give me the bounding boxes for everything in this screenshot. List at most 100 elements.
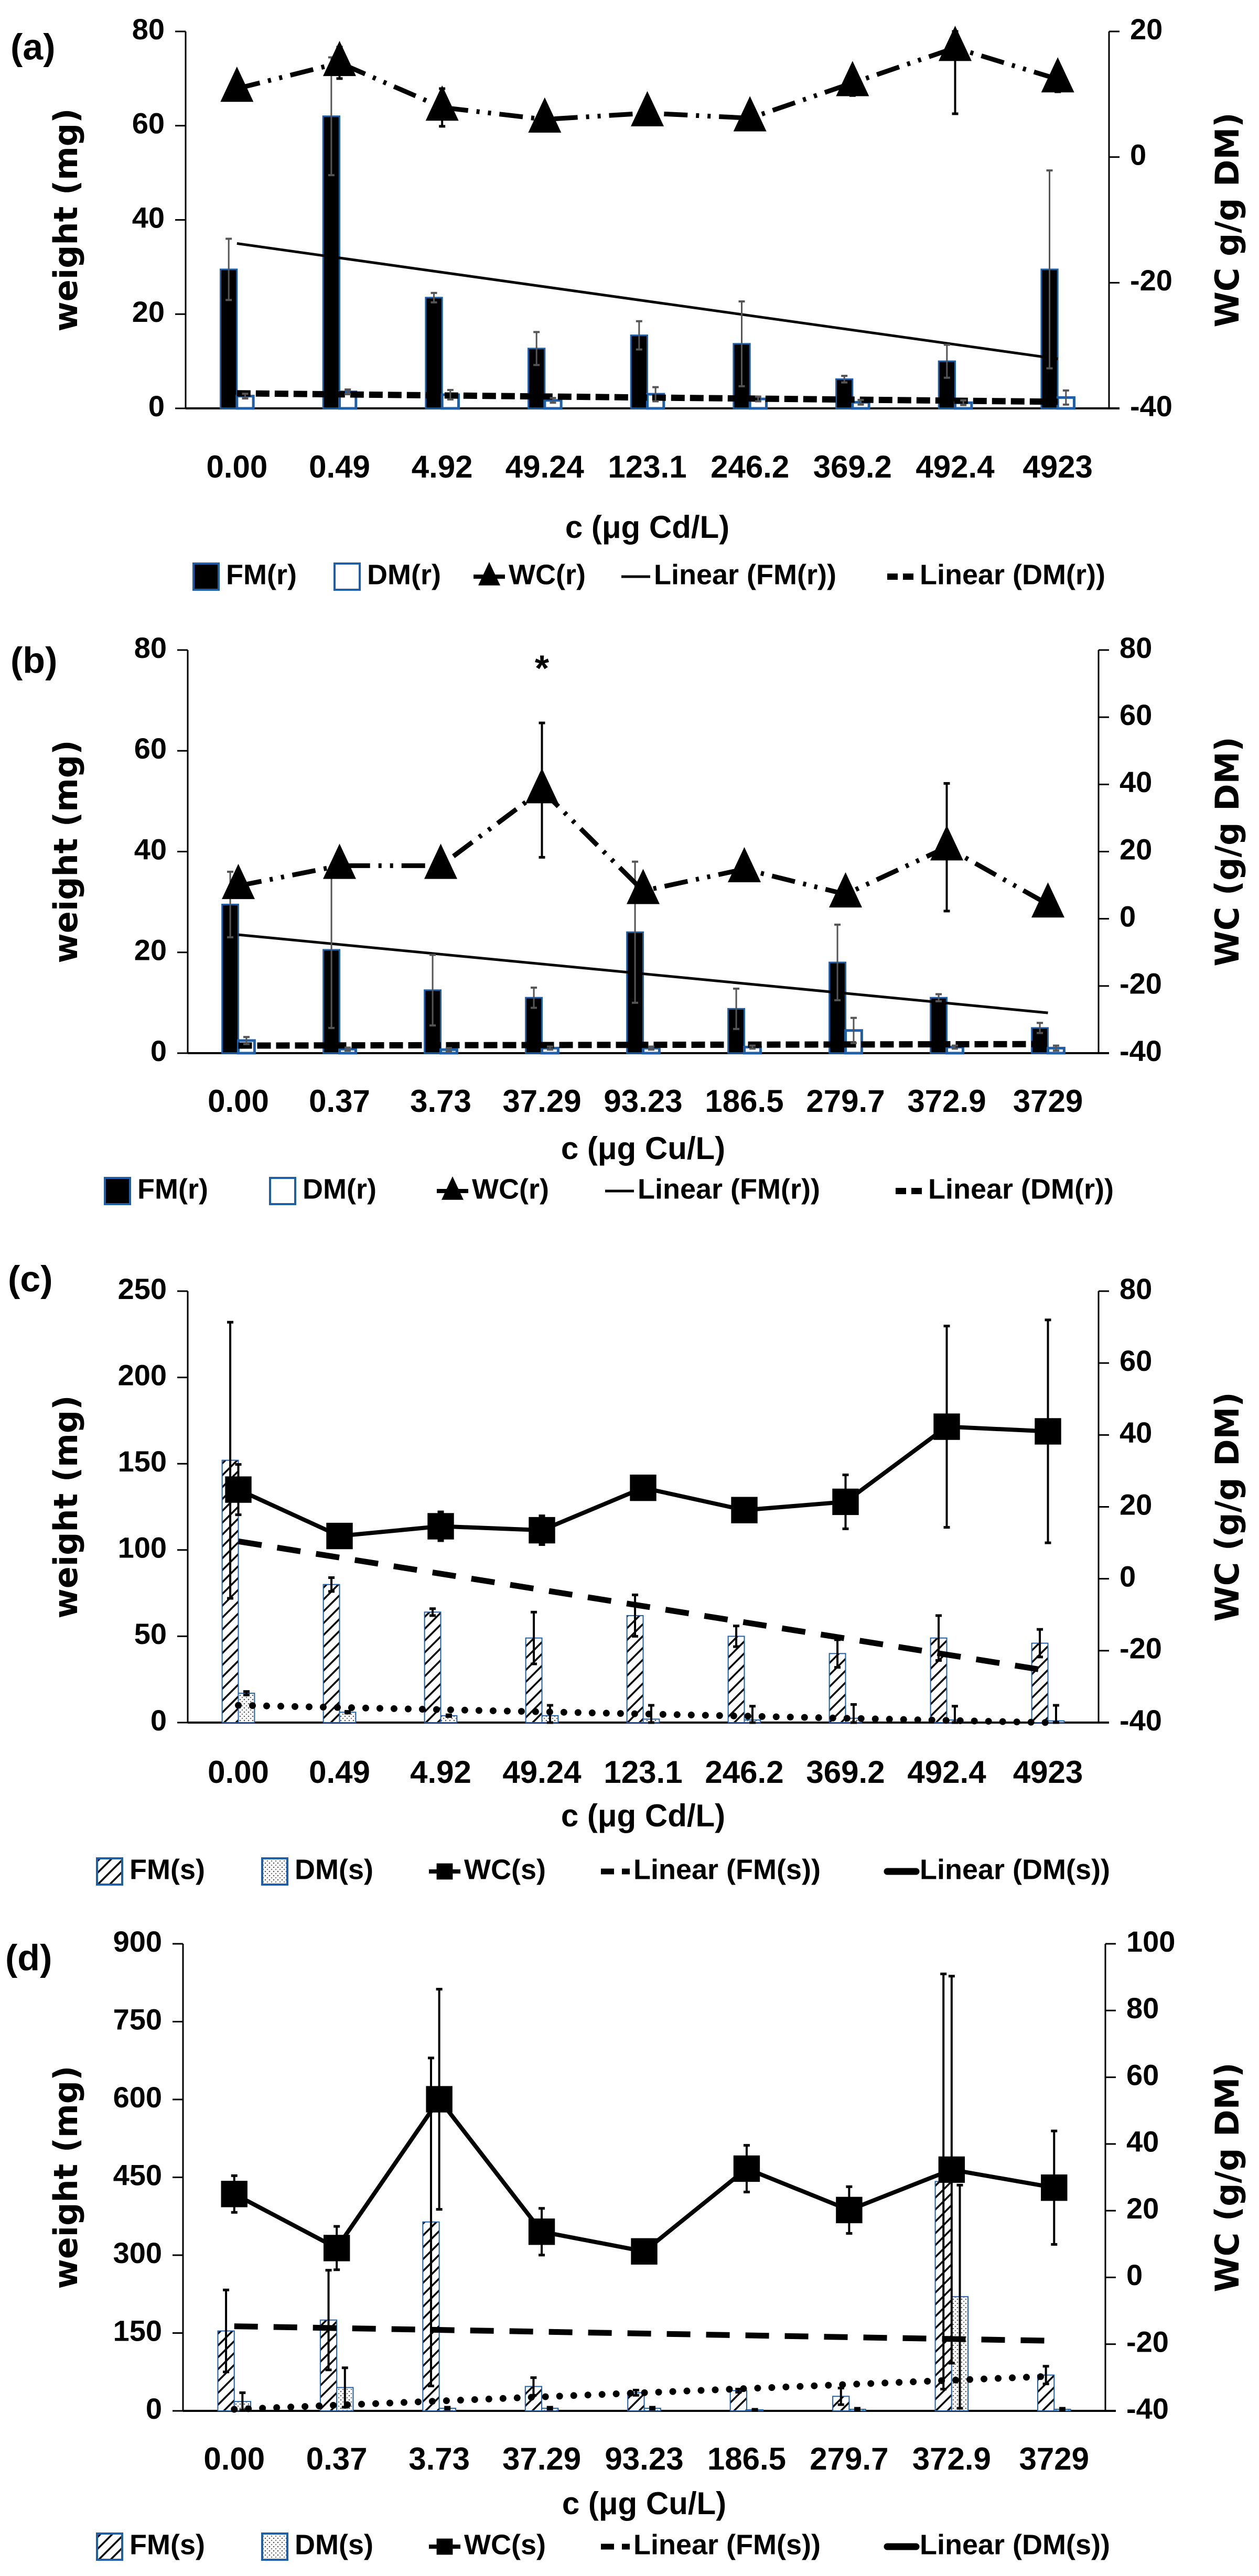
y-axis-title-left: weight (mg) xyxy=(47,109,85,332)
trendline-dotted xyxy=(231,2373,1058,2413)
chart-panel-c: (c) 0 50 100 150 200 250 -40 -20 0 20 40 60 80 0.00 0.4… xyxy=(8,1258,1246,1886)
wc-marker-triangle xyxy=(1041,57,1074,93)
x-tick-label: 0.49 xyxy=(309,449,370,484)
y-tick-label-right: 0 xyxy=(1126,2258,1143,2291)
wc-marker-square xyxy=(326,1522,353,1550)
legend-label: DM(s) xyxy=(295,1854,373,1885)
y-axis-title-left: weight (mg) xyxy=(47,2066,85,2289)
wc-marker-triangle xyxy=(528,97,562,133)
y-tick-label-right: 60 xyxy=(1126,2058,1159,2091)
y-axis-title-right: WC (g/g DM) xyxy=(1208,1392,1246,1621)
legend-label: FM(r) xyxy=(226,559,297,590)
y-tick-label-right: 40 xyxy=(1120,1416,1152,1449)
wc-marker-square xyxy=(427,1513,454,1540)
x-tick-label: 0.37 xyxy=(309,1084,370,1119)
chart-panel-b: (b) 0 20 40 60 80 -40 -20 0 20 40 60 80 0.00 0.37 3.73 3… xyxy=(10,631,1246,1205)
y-tick-label-left: 150 xyxy=(118,1445,167,1478)
y-axis-title-left: weight (mg) xyxy=(47,1395,85,1619)
trendline-longdash xyxy=(234,2323,1054,2344)
wc-line xyxy=(236,45,1059,122)
wc-marker-triangle xyxy=(220,67,254,102)
y-tick-label-right: 40 xyxy=(1120,765,1152,798)
legend: FM(s) DM(s) WC(s) Linear (FM(s)) Linear (DM(… xyxy=(96,2529,1110,2561)
wc-marker-triangle xyxy=(222,863,255,900)
x-tick-label: 0.00 xyxy=(208,1084,269,1119)
wc-marker-square xyxy=(323,2235,350,2261)
wc-marker-triangle xyxy=(631,91,664,126)
y-tick-label-left: 0 xyxy=(148,389,165,423)
x-tick-label: 123.1 xyxy=(608,449,686,484)
legend-swatch-outline xyxy=(269,1177,296,1205)
legend-swatch-solid xyxy=(192,562,220,591)
x-tick-label: 369.2 xyxy=(806,1755,885,1790)
legend-label: WC(r) xyxy=(472,1173,549,1205)
chart-panel-a: (a) 0 20 40 60 80 -40 -20 0 20 0.00 0.49 4.92 49.24 12… xyxy=(10,13,1246,591)
x-tick-label: 246.2 xyxy=(705,1755,783,1790)
bar-fms xyxy=(729,2390,747,2412)
legend-label: WC(s) xyxy=(464,2529,546,2560)
x-axis-title: c (μg Cu/L) xyxy=(562,2486,726,2521)
wc-marker-triangle xyxy=(424,843,457,879)
y-tick-label-right: -40 xyxy=(1130,389,1172,423)
y-tick-label-right: 20 xyxy=(1126,2192,1159,2225)
x-tick-label: 93.23 xyxy=(605,2441,683,2476)
x-axis-title: c (μg Cu/L) xyxy=(561,1131,725,1166)
y-tick-label-right: 100 xyxy=(1126,1925,1175,1958)
y-tick-label-left: 750 xyxy=(113,2003,162,2036)
y-tick-label-left: 0 xyxy=(150,1034,167,1067)
bar-fms xyxy=(322,1584,340,1723)
panel-label: (b) xyxy=(10,640,57,680)
bar-fmr xyxy=(835,378,854,409)
wc-marker-square xyxy=(225,1476,252,1503)
legend-swatch-outline xyxy=(333,562,361,591)
y-tick-label-left: 60 xyxy=(132,107,165,140)
significance-asterisk: * xyxy=(535,647,550,688)
wc-marker-triangle xyxy=(728,847,761,883)
trendline-solid xyxy=(236,242,1058,361)
legend-label: DM(r) xyxy=(303,1173,376,1205)
x-tick-label: 279.7 xyxy=(810,2441,888,2476)
y-tick-label-left: 0 xyxy=(146,2392,162,2425)
bar-fms xyxy=(424,1611,442,1724)
legend-label: FM(s) xyxy=(130,1854,205,1885)
legend-swatch-hatch xyxy=(96,2532,123,2561)
y-tick-label-right: 80 xyxy=(1126,1991,1159,2025)
wc-line xyxy=(233,2095,1054,2254)
y-tick-label-right: 20 xyxy=(1120,1488,1152,1521)
wc-marker-triangle xyxy=(829,872,862,908)
legend-label: Linear (FM(s)) xyxy=(633,1854,821,1885)
legend: FM(r) DM(r) WC(r) Linear (FM(r)) Linear (DM(… xyxy=(104,1173,1114,1205)
wc-marker-square xyxy=(1035,1418,1061,1445)
x-tick-label: 4923 xyxy=(1023,449,1092,484)
x-tick-label: 3729 xyxy=(1013,1084,1083,1119)
x-tick-label: 37.29 xyxy=(502,2441,581,2476)
wc-marker-triangle xyxy=(323,843,356,879)
legend-label: Linear (DM(s)) xyxy=(920,2529,1110,2560)
wc-marker-square xyxy=(933,1413,960,1440)
y-tick-label-left: 150 xyxy=(113,2314,162,2347)
wc-marker-square xyxy=(1041,2174,1068,2201)
panel-label: (d) xyxy=(5,1937,52,1978)
trendline-solid xyxy=(238,933,1048,1014)
chart-panel-d: (d) 0 150 300 450 600 750 900 -40 -20 0 20 40 60 80 100… xyxy=(5,1925,1246,2561)
legend-swatch-stipple xyxy=(261,1857,288,1886)
legend-label: Linear (FM(r)) xyxy=(638,1173,820,1205)
legend-label: FM(s) xyxy=(130,2529,205,2560)
x-tick-label: 93.23 xyxy=(604,1084,682,1119)
y-tick-label-left: 900 xyxy=(113,1925,162,1958)
wc-marker-square xyxy=(938,2156,965,2183)
legend-marker-square xyxy=(436,2538,453,2555)
x-tick-label: 0.00 xyxy=(208,1755,269,1790)
panel-label: (a) xyxy=(10,26,56,67)
x-tick-label: 123.1 xyxy=(604,1755,682,1790)
wc-marker-triangle xyxy=(627,869,660,904)
y-tick-label-right: 0 xyxy=(1120,1560,1136,1593)
y-tick-label-right: 80 xyxy=(1120,1272,1152,1305)
legend-label: Linear (FM(r)) xyxy=(654,559,836,590)
x-tick-label: 0.00 xyxy=(203,2441,265,2476)
legend-swatch-stipple xyxy=(261,2532,288,2561)
legend-marker-square xyxy=(436,1863,453,1880)
legend: FM(s) DM(s) WC(s) Linear (FM(s)) Linear (DM(… xyxy=(96,1854,1110,1886)
y-tick-label-right: -20 xyxy=(1120,967,1162,1000)
